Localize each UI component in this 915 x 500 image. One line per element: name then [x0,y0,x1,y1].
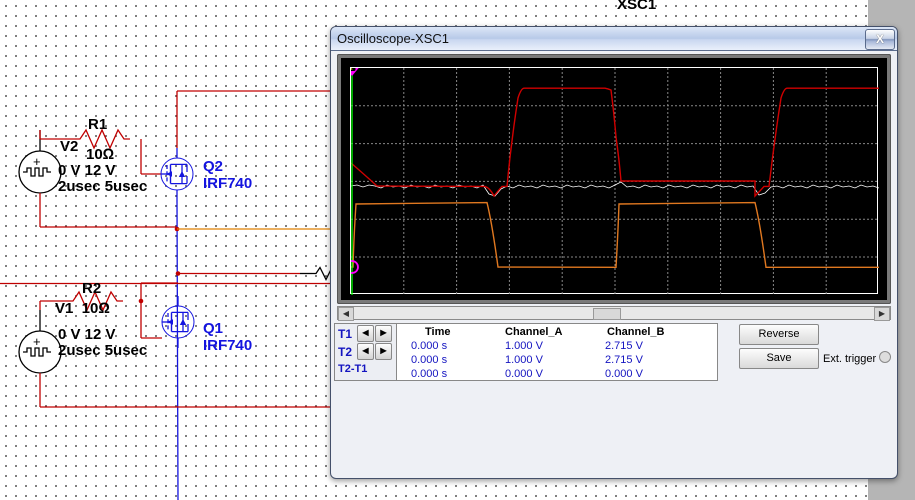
svg-text:+: + [33,334,41,349]
svg-text:1: 1 [351,68,353,72]
svg-text:+: + [33,154,41,169]
